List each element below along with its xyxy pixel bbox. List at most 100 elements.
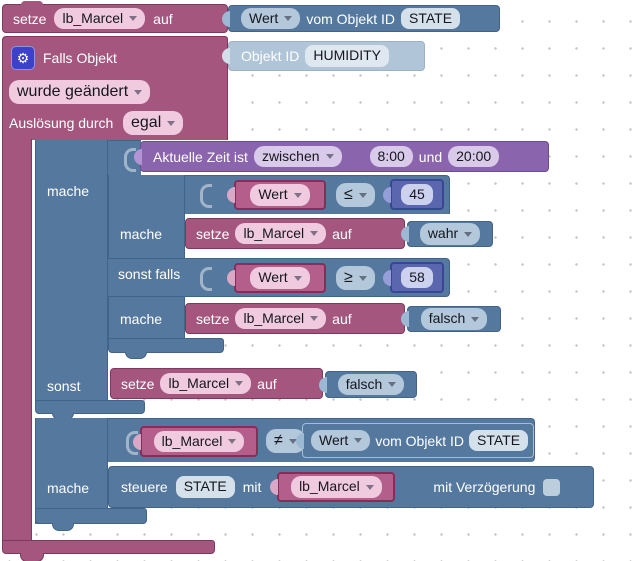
boolean-value-block[interactable]: falsch (401, 306, 501, 332)
number-field[interactable]: 45 (401, 183, 433, 206)
if-block-1-spine[interactable] (35, 140, 108, 402)
aktuelle-zeit-label: Aktuelle Zeit ist (153, 148, 248, 165)
comparison-operator-dropdown[interactable]: ≥ (336, 266, 375, 290)
object-id-field[interactable]: STATE (401, 7, 461, 30)
dropdown-arrow-icon (365, 484, 374, 490)
if-block-1-bottom[interactable] (35, 400, 145, 414)
setze-label: setze (196, 225, 230, 242)
trigger-block-spine[interactable] (2, 139, 32, 540)
if-block-2-spine[interactable] (35, 418, 108, 524)
mache-label: mache (47, 183, 90, 199)
object-id-field[interactable]: STATE (175, 476, 235, 498)
condition-socket (126, 431, 138, 455)
variable-name: lb_Marcel (168, 374, 230, 391)
comparison-operator-dropdown[interactable]: ≤ (336, 183, 375, 207)
boolean-value: wahr (427, 225, 459, 242)
object-id-field[interactable]: HUMIDITY (305, 45, 390, 67)
value-type-dropdown[interactable]: Wert (311, 429, 371, 452)
setze-label: setze (13, 10, 47, 27)
variable-dropdown[interactable]: lb_Marcel (235, 307, 327, 330)
vom-objekt-id-label: vom Objekt ID (306, 10, 396, 27)
set-variable-block[interactable]: setze lb_Marcel auf (185, 303, 405, 334)
variable-value-block[interactable]: lb_Marcel (133, 426, 258, 457)
boolean-dropdown[interactable]: falsch (420, 308, 488, 330)
dropdown-arrow-icon (325, 154, 334, 159)
object-id-value: HUMIDITY (313, 47, 382, 64)
dropdown-arrow-icon (388, 382, 397, 387)
value-wert-block[interactable]: Wert (227, 180, 326, 210)
boolean-value-block[interactable]: wahr (401, 221, 493, 247)
left-connector-tab (401, 226, 409, 242)
value-type: Wert (258, 186, 288, 203)
variable-name: lb_Marcel (243, 309, 305, 326)
object-id-field[interactable]: STATE (469, 429, 529, 452)
dropdown-arrow-icon (284, 16, 293, 21)
left-connector-tab (319, 376, 327, 393)
set-variable-block[interactable]: setze lb_Marcel auf (185, 218, 405, 249)
if-block-2-bottom[interactable] (35, 508, 147, 524)
left-connector-tab (222, 10, 230, 27)
setze-label: setze (196, 310, 230, 327)
value-type: Wert (249, 9, 279, 26)
boolean-dropdown[interactable]: wahr (419, 223, 481, 245)
if-block-inner-bottom[interactable] (108, 338, 224, 353)
trigger-event-dropdown[interactable]: wurde geändert (9, 80, 151, 104)
mache-label: mache (120, 226, 163, 242)
dropdown-arrow-icon (129, 16, 138, 21)
boolean-value-block[interactable]: falsch (319, 371, 417, 398)
condition-socket (124, 148, 136, 172)
dropdown-arrow-icon (464, 231, 473, 237)
number-value: 45 (409, 185, 425, 202)
left-connector-tab (222, 48, 230, 64)
auf-label: auf (153, 10, 173, 27)
number-block[interactable]: 58 (383, 262, 444, 293)
time-from-field[interactable]: 8:00 (369, 145, 413, 168)
left-connector-tab (134, 148, 142, 165)
und-label: und (418, 148, 443, 165)
number-field[interactable]: 58 (401, 266, 433, 289)
time-mode-dropdown[interactable]: zwischen (253, 145, 342, 168)
dropdown-arrow-icon (235, 381, 244, 386)
trigger-block-bottom[interactable] (2, 540, 215, 554)
left-connector-tab (383, 269, 391, 286)
control-state-block[interactable]: steuere STATE mit lb_Marcel mit Verzöger… (108, 466, 594, 508)
trigger-block-header[interactable]: ⚙ Falls Objekt wurde geändert Auslösung … (2, 36, 228, 140)
mache-label: mache (47, 480, 90, 496)
left-connector-tab (401, 311, 409, 327)
object-id-value-block[interactable]: Objekt ID HUMIDITY (222, 41, 425, 71)
set-variable-block[interactable]: setze lb_Marcel auf (110, 368, 323, 399)
object-id-value: STATE (409, 9, 453, 26)
get-value-block-top[interactable]: Wert vom Objekt ID STATE (222, 5, 500, 32)
time-to-field[interactable]: 20:00 (448, 145, 500, 168)
set-variable-block-top[interactable]: setze lb_Marcel auf (2, 1, 228, 33)
value-type-dropdown[interactable]: Wert (241, 7, 301, 30)
variable-dropdown[interactable]: lb_Marcel (54, 7, 146, 30)
get-value-block[interactable]: Wert vom Objekt ID STATE (296, 423, 534, 458)
time-condition-block[interactable]: Aktuelle Zeit ist zwischen 8:00 und 20:0… (134, 141, 549, 172)
number-block[interactable]: 45 (383, 179, 444, 210)
gear-icon[interactable]: ⚙ (11, 46, 35, 70)
left-connector-tab (296, 432, 304, 449)
delay-checkbox[interactable] (543, 478, 561, 496)
variable-dropdown[interactable]: lb_Marcel (153, 430, 245, 453)
variable-dropdown[interactable]: lb_Marcel (235, 222, 327, 245)
dropdown-arrow-icon (228, 439, 237, 444)
ausloesung-durch-label: Auslösung durch (9, 115, 114, 131)
dropdown-arrow-icon (288, 438, 297, 444)
variable-dropdown[interactable]: lb_Marcel (291, 476, 382, 498)
condition-socket (200, 184, 212, 208)
variable-dropdown[interactable]: lb_Marcel (160, 372, 252, 395)
boolean-dropdown[interactable]: falsch (337, 373, 405, 396)
variable-value-block[interactable]: lb_Marcel (270, 472, 396, 502)
left-connector-tab (227, 270, 235, 286)
value-type-dropdown[interactable]: Wert (250, 184, 310, 206)
time-mode-value: zwischen (261, 147, 320, 164)
value-wert-block[interactable]: Wert (227, 263, 326, 293)
operator-value: ≥ (344, 269, 353, 286)
trigger-edge-dropdown[interactable]: egal (123, 111, 184, 135)
value-type-dropdown[interactable]: Wert (250, 267, 310, 289)
trigger-event-value: wurde geändert (17, 83, 129, 100)
dropdown-arrow-icon (310, 231, 319, 236)
variable-name: lb_Marcel (243, 224, 305, 241)
